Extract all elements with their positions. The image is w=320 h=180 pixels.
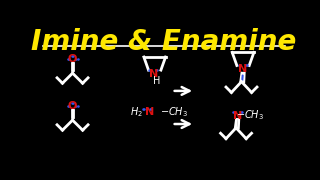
Text: N: N <box>238 64 248 74</box>
Text: $H_2$: $H_2$ <box>130 105 143 119</box>
Text: O: O <box>68 54 77 64</box>
Text: Imine & Enamine: Imine & Enamine <box>31 28 297 56</box>
Text: O: O <box>68 101 77 111</box>
Text: N: N <box>145 107 155 117</box>
Text: N: N <box>148 69 158 79</box>
Text: $-CH_3$: $-CH_3$ <box>160 105 188 119</box>
Text: $-CH_3$: $-CH_3$ <box>236 109 264 122</box>
Text: H: H <box>153 76 160 86</box>
Text: N: N <box>233 111 242 121</box>
